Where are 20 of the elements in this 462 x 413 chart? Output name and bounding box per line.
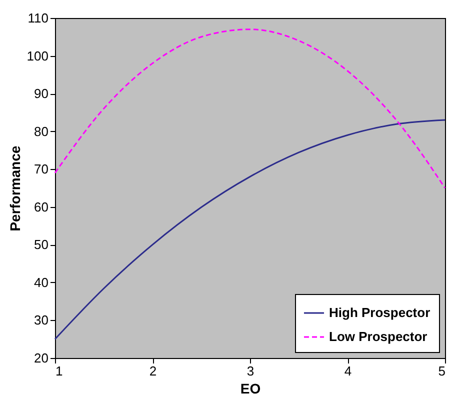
y-tick-label: 70 bbox=[34, 162, 48, 177]
x-axis-title: EO bbox=[240, 380, 261, 396]
y-tick-label: 90 bbox=[34, 86, 48, 102]
y-tick-label: 40 bbox=[34, 274, 48, 290]
x-tick-label: 4 bbox=[344, 364, 352, 378]
y-axis-title: Performance bbox=[6, 145, 23, 232]
x-tick-label: 3 bbox=[246, 364, 254, 378]
y-tick-label: 110 bbox=[28, 10, 48, 26]
x-tick-label: 2 bbox=[149, 364, 157, 378]
y-tick-label: 80 bbox=[34, 124, 48, 139]
x-tick-label: 1 bbox=[56, 364, 63, 378]
y-tick-label: 50 bbox=[34, 237, 48, 252]
legend-label: High Prospector bbox=[329, 305, 430, 320]
x-tick-label: 5 bbox=[438, 364, 446, 378]
y-tick-label: 20 bbox=[34, 350, 48, 366]
line-series bbox=[54, 28, 446, 189]
y-tick-label: 100 bbox=[26, 48, 48, 64]
y-tick-label: 60 bbox=[34, 199, 48, 214]
legend-label: Low Prospector bbox=[329, 329, 428, 344]
y-tick-label: 30 bbox=[34, 312, 48, 328]
